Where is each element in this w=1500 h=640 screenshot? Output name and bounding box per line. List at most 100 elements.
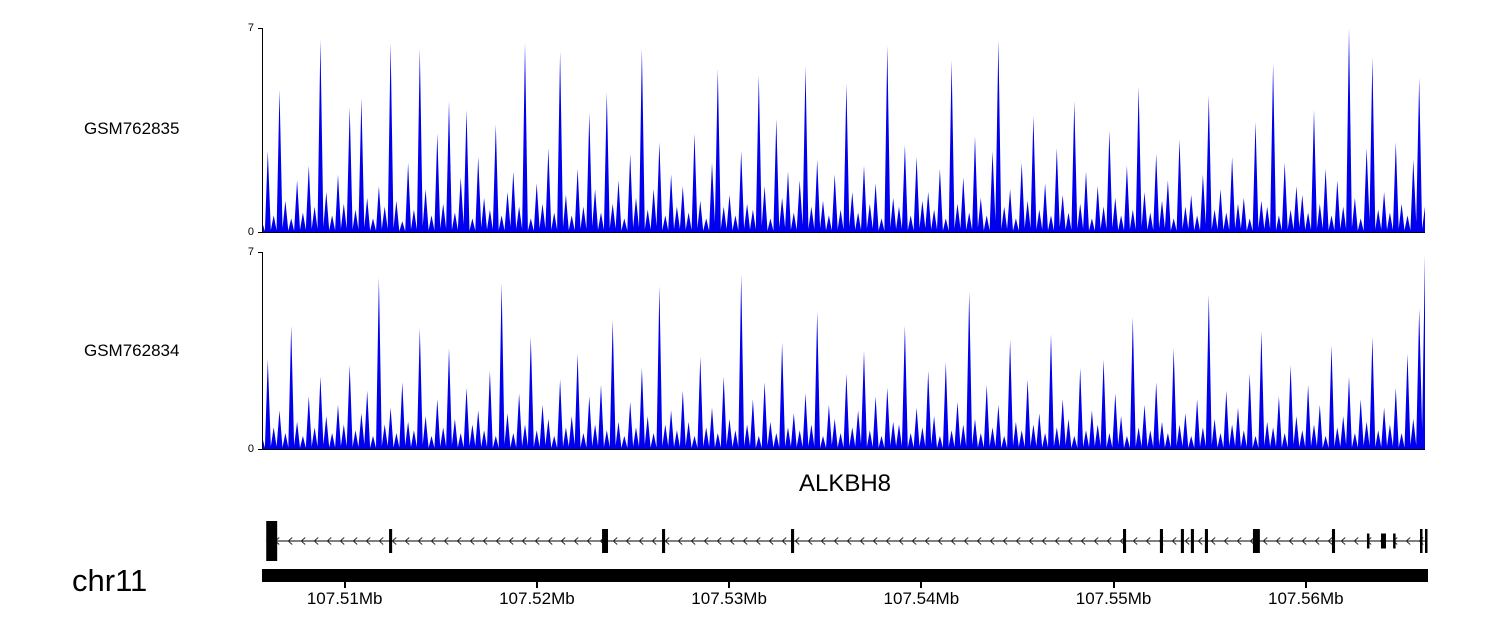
gene-exon xyxy=(1331,529,1336,553)
strand-arrow-left-icon xyxy=(300,537,306,545)
strand-arrow-left-icon xyxy=(768,537,774,545)
strand-arrow-left-icon xyxy=(989,537,995,545)
strand-arrow-left-icon xyxy=(755,537,761,545)
y-axis-min-track2: 0 xyxy=(247,443,254,455)
strand-arrow-left-icon xyxy=(1106,537,1112,545)
gene-exon xyxy=(1393,533,1396,549)
y-axis-max-track2: 7 xyxy=(247,246,254,258)
strand-arrow-left-icon xyxy=(612,537,618,545)
strand-arrow-left-icon xyxy=(508,537,514,545)
strand-arrow-left-icon xyxy=(313,537,319,545)
track-label-gsm762834: GSM762834 xyxy=(84,341,180,360)
gene-exon xyxy=(1159,529,1163,553)
strand-arrow-left-icon xyxy=(1340,537,1346,545)
gene-exon xyxy=(1204,529,1208,553)
strand-arrow-left-icon xyxy=(1015,537,1021,545)
strand-arrow-left-icon xyxy=(911,537,917,545)
axis-tick xyxy=(728,582,731,588)
strand-arrow-left-icon xyxy=(326,537,332,545)
strand-arrow-left-icon xyxy=(1197,537,1203,545)
gene-exon xyxy=(791,529,795,553)
strand-arrow-left-icon xyxy=(534,537,540,545)
strand-arrow-left-icon xyxy=(339,537,345,545)
gene-exon xyxy=(1420,529,1423,553)
axis-tick xyxy=(920,582,923,588)
strand-arrow-left-icon xyxy=(638,537,644,545)
y-axis-min-track1: 0 xyxy=(247,226,254,238)
strand-arrow-left-icon xyxy=(521,537,527,545)
strand-arrow-left-icon xyxy=(976,537,982,545)
strand-arrow-left-icon xyxy=(924,537,930,545)
strand-arrow-left-icon xyxy=(573,537,579,545)
strand-arrow-left-icon xyxy=(833,537,839,545)
strand-arrow-left-icon xyxy=(495,537,501,545)
chromosome-bar xyxy=(262,569,1428,582)
strand-arrow-left-icon xyxy=(1002,537,1008,545)
strand-arrow-left-icon xyxy=(391,537,397,545)
strand-arrow-left-icon xyxy=(547,537,553,545)
axis-tick xyxy=(343,582,346,588)
strand-arrow-left-icon xyxy=(1262,537,1268,545)
gene-exon xyxy=(1180,529,1184,553)
axis-tick xyxy=(535,582,538,588)
gene-model-track xyxy=(266,521,1428,561)
strand-arrow-left-icon xyxy=(664,537,670,545)
strand-arrow-left-icon xyxy=(625,537,631,545)
strand-arrow-left-icon xyxy=(950,537,956,545)
strand-arrow-left-icon xyxy=(885,537,891,545)
strand-arrow-left-icon xyxy=(898,537,904,545)
strand-arrow-left-icon xyxy=(287,537,293,545)
gene-exon xyxy=(1425,529,1428,553)
strand-arrow-left-icon xyxy=(781,537,787,545)
strand-arrow-left-icon xyxy=(1288,537,1294,545)
strand-arrow-left-icon xyxy=(560,537,566,545)
signal-plot-gsm762835 xyxy=(258,28,1425,233)
strand-arrow-left-icon xyxy=(443,537,449,545)
strand-arrow-left-icon xyxy=(1171,537,1177,545)
axis-tick-label: 107.56Mb xyxy=(1268,589,1344,608)
strand-arrow-left-icon xyxy=(1236,537,1242,545)
strand-arrow-left-icon xyxy=(729,537,735,545)
gene-exon xyxy=(389,529,393,553)
gene-name-label: ALKBH8 xyxy=(798,470,892,497)
strand-arrow-left-icon xyxy=(1249,537,1255,545)
strand-arrow-left-icon xyxy=(651,537,657,545)
strand-arrow-left-icon xyxy=(716,537,722,545)
strand-arrow-left-icon xyxy=(1353,537,1359,545)
strand-arrow-left-icon xyxy=(1184,537,1190,545)
axis-tick xyxy=(1304,582,1307,588)
gene-exon xyxy=(1252,529,1260,553)
gene-exon xyxy=(1366,533,1370,549)
y-axis-max-track1: 7 xyxy=(247,22,254,34)
strand-arrow-left-icon xyxy=(846,537,852,545)
axis-tick-label: 107.54Mb xyxy=(883,589,960,608)
strand-arrow-left-icon xyxy=(365,537,371,545)
strand-arrow-left-icon xyxy=(1132,537,1138,545)
strand-arrow-left-icon xyxy=(1119,537,1125,545)
signal-area-gsm762834 xyxy=(262,254,1425,450)
strand-arrow-left-icon xyxy=(1067,537,1073,545)
strand-arrow-left-icon xyxy=(742,537,748,545)
axis-tick xyxy=(1112,582,1115,588)
gene-exon xyxy=(266,521,278,561)
gene-exon xyxy=(662,529,666,553)
signal-plot-gsm762834 xyxy=(258,252,1425,450)
strand-arrow-left-icon xyxy=(1080,537,1086,545)
strand-arrow-left-icon xyxy=(482,537,488,545)
strand-arrow-left-icon xyxy=(1210,537,1216,545)
strand-arrow-left-icon xyxy=(404,537,410,545)
gene-exon xyxy=(1380,533,1386,549)
strand-arrow-left-icon xyxy=(1327,537,1333,545)
gene-exon xyxy=(1123,529,1127,553)
gene-exon xyxy=(602,529,609,553)
strand-arrow-left-icon xyxy=(469,537,475,545)
track-label-gsm762835: GSM762835 xyxy=(84,119,180,138)
strand-arrow-left-icon xyxy=(1314,537,1320,545)
strand-arrow-left-icon xyxy=(378,537,384,545)
axis-tick-label: 107.51Mb xyxy=(306,589,383,608)
axis-tick-label: 107.53Mb xyxy=(691,589,767,608)
strand-arrow-left-icon xyxy=(1223,537,1229,545)
strand-arrow-left-icon xyxy=(1028,537,1034,545)
axis-tick-label: 107.55Mb xyxy=(1075,589,1152,608)
